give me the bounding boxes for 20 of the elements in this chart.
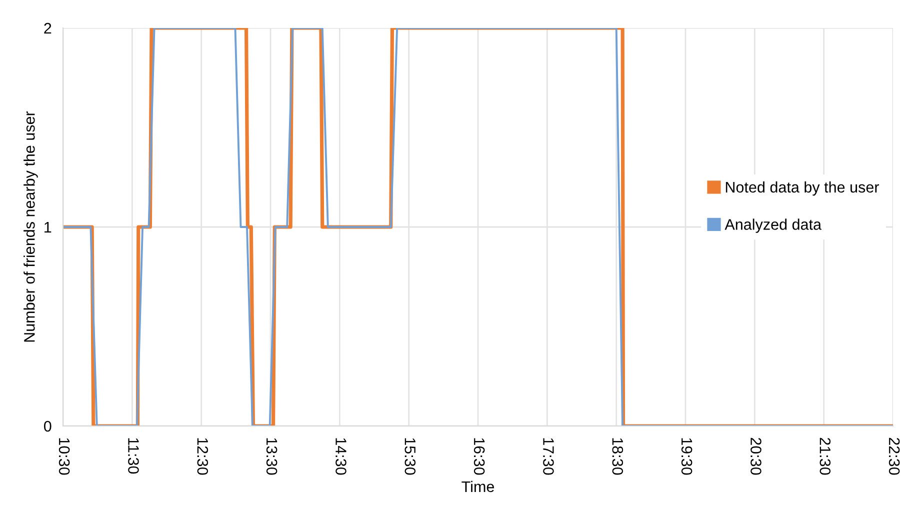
x-tick-label: 18:30 (612, 438, 624, 475)
x-tick-label: 21:30 (820, 438, 831, 475)
x-tick-label: 10:30 (58, 438, 70, 475)
x-tick-label: 22:30 (888, 438, 900, 475)
legend-label: Noted data by the user (726, 181, 880, 196)
legend-label: Analyzed data (724, 218, 822, 233)
x-tick-label: 17:30 (543, 438, 554, 475)
x-tick-label: 12:30 (197, 438, 208, 475)
y-axis-title: Number of friends nearby the user (24, 111, 38, 342)
y-tick-label: 2 (44, 22, 52, 34)
x-axis-title: Time (462, 480, 494, 492)
x-tick-label: 14:30 (336, 438, 346, 475)
y-tick-label: 0 (44, 420, 52, 432)
y-tick-label: 1 (44, 222, 52, 233)
x-tick-label: 15:30 (404, 438, 416, 475)
x-tick-label: 16:30 (474, 438, 485, 475)
x-tick-label: 11:30 (128, 438, 139, 474)
x-tick-label: 20:30 (750, 438, 762, 475)
x-tick-label: 13:30 (266, 438, 278, 475)
x-tick-label: 19:30 (681, 438, 692, 475)
